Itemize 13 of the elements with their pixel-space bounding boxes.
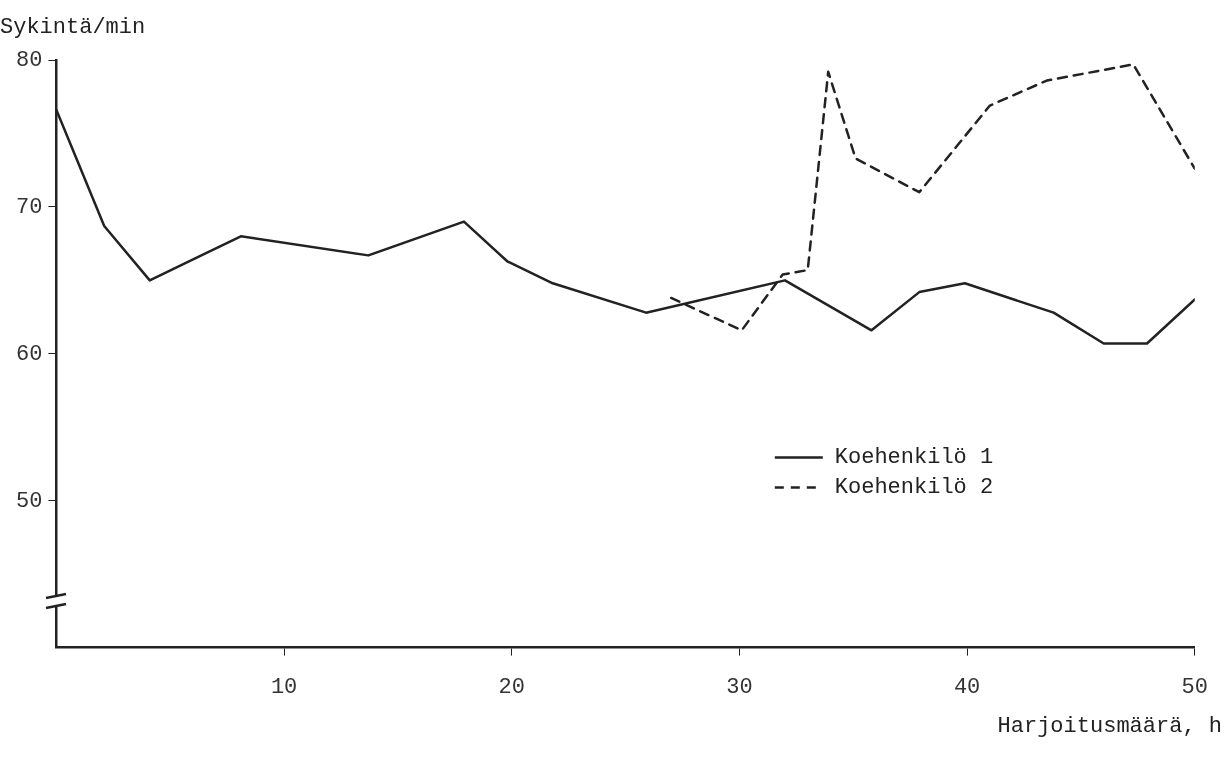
x-tick-label: 50 <box>1181 674 1208 700</box>
x-tick-label: 20 <box>498 674 525 700</box>
x-tick-label: 10 <box>270 674 298 700</box>
y-tick-label: 80 <box>16 47 43 73</box>
legend-label: Koehenkilö 2 <box>834 475 994 501</box>
y-tick-label: 50 <box>16 488 43 514</box>
legend-label: Koehenkilö 1 <box>834 445 994 471</box>
x-axis-title: Harjoitusmäärä, h <box>997 714 1222 740</box>
x-tick-label: 30 <box>726 674 753 700</box>
y-tick-label: 70 <box>16 194 43 220</box>
x-tick-label: 40 <box>953 674 981 700</box>
y-tick-label: 60 <box>16 341 43 367</box>
y-axis-title: Sykintä/min <box>0 14 146 40</box>
